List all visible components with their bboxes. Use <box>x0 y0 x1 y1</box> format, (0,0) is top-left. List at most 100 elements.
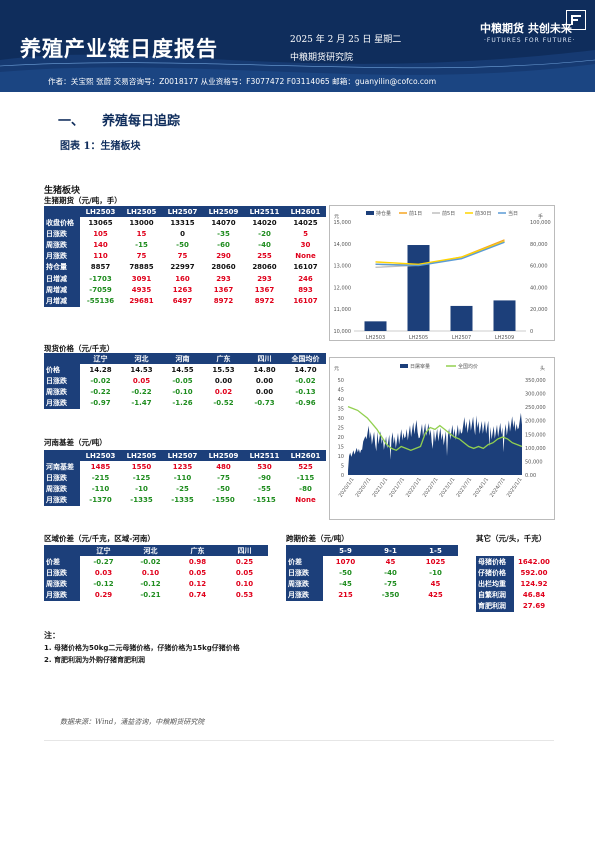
futures-cell: 13315 <box>170 218 195 227</box>
futures-chart: 元 手 10,000 11,000 12,000 13,000 14,000 15,000 0 2… <box>334 210 551 341</box>
other-row-label: 育肥利润 <box>476 600 514 612</box>
y-left-tick: 30 <box>338 416 344 422</box>
y-right-tick: 40,000 <box>530 285 548 291</box>
region-cell: -0.27 <box>93 557 114 566</box>
futures-row: 周涨跌 140 -15 -50 -60 -40 30 <box>44 239 326 251</box>
spot-row-label: 周涨跌 <box>44 386 80 398</box>
spot-cell: -0.97 <box>90 399 111 408</box>
region-col-header: 河北 <box>127 545 174 556</box>
other-cell: 27.69 <box>522 602 546 611</box>
x-tick-label: LH2509 <box>495 335 514 341</box>
block-title: 生猪板块 <box>44 186 81 196</box>
other-row: 育肥利润 27.69 <box>476 600 554 612</box>
futures-table: LH2503 LH2505 LH2507 LH2509 LH2511 LH2601 收盘价格… <box>44 206 326 307</box>
spot-cell: 0.00 <box>255 376 274 385</box>
region-table: 辽宁 河北 广东 四川 价差 -0.27 -0.02 0.98 0.25 日涨跌 0.03 0.10 0… <box>44 545 268 601</box>
notes-heading: 注： <box>44 631 60 640</box>
x-tick-label: 2023/1/1 <box>439 477 457 499</box>
y-right-tick: 80,000 <box>530 242 548 248</box>
futures-cell: 28060 <box>252 263 277 272</box>
y-right-tick: 200,000 <box>525 419 546 425</box>
futures-cell: 0 <box>180 229 185 238</box>
basis-cell: -1515 <box>253 496 276 505</box>
basis-row: 河南基差 1485 1550 1235 480 530 525 <box>44 461 326 473</box>
futures-row: 收盘价格 13065 13000 13315 14070 14020 14025 <box>44 217 326 229</box>
other-row-label: 自繁利润 <box>476 589 514 601</box>
spread-cell: 45 <box>430 579 441 588</box>
y-right-tick: 60,000 <box>530 264 548 270</box>
spot-cell: -0.10 <box>172 387 193 396</box>
futures-row: 日涨跌 105 15 0 -35 -20 5 <box>44 228 326 240</box>
y-left-tick: 25 <box>338 426 344 432</box>
y-right-tick: 100,000 <box>525 446 546 452</box>
futures-cell: -60 <box>217 240 230 249</box>
region-subtitle: 区域价差（元/千克，区域-河南） <box>44 534 155 543</box>
other-cell: 46.84 <box>522 591 546 600</box>
basis-cell: -25 <box>176 484 189 493</box>
basis-cell: None <box>295 496 316 505</box>
x-tick-label: 2024/7/1 <box>489 477 507 499</box>
futures-row: 日增减 -1703 3091 160 293 293 246 <box>44 272 326 285</box>
section-name: 养殖每日追踪 <box>102 114 181 129</box>
spread-cell: -75 <box>384 579 397 588</box>
basis-col-header: LH2505 <box>121 450 162 461</box>
other-row-label: 出栏均重 <box>476 578 514 590</box>
spread-cell: -40 <box>384 568 397 577</box>
y-left-tick: 15,000 <box>334 220 352 226</box>
basis-col-header: LH2601 <box>285 450 326 461</box>
report-date: 2025 年 2 月 25 日 星期二 <box>290 35 402 45</box>
basis-cell: 530 <box>257 462 272 471</box>
spot-col-header: 全国均价 <box>285 353 326 364</box>
spread-col-header: 9-1 <box>368 545 413 556</box>
legend-label: 日屠宰量 <box>410 363 430 370</box>
futures-cell: -1703 <box>89 274 112 283</box>
slaughter-chart: 元 头 0 5 10 15 20 25 30 35 40 45 50 0.00 50,000 100,000 1… <box>334 363 546 499</box>
bar-open-interest <box>407 245 430 331</box>
spot-table: 辽宁 河北 河南 广东 四川 全国均价 价格 14.28 14.53 14.55 15.53 14.8… <box>44 353 326 409</box>
futures-cell: 293 <box>216 274 231 283</box>
futures-cell: 75 <box>177 252 188 261</box>
futures-row: 月涨跌 110 75 75 290 255 None <box>44 250 326 262</box>
other-cell: 124.92 <box>520 579 548 588</box>
spot-cell: 14.70 <box>294 365 317 374</box>
region-row-label: 日涨跌 <box>44 567 80 579</box>
x-tick-label: 2022/7/1 <box>422 477 440 499</box>
region-cell: 0.10 <box>235 579 254 588</box>
y-right-tick: 150,000 <box>525 432 546 438</box>
x-tick-label: LH2507 <box>452 335 471 341</box>
region-row-label: 月涨跌 <box>44 589 80 601</box>
right-unit-label: 手 <box>538 213 543 220</box>
y-right-tick: 100,000 <box>530 220 551 226</box>
futures-row-label: 持仓量 <box>44 261 80 273</box>
spread-cell: -350 <box>381 591 400 600</box>
left-unit-label: 元 <box>334 366 339 372</box>
spread-row: 价差 1070 45 1025 <box>286 556 458 568</box>
futures-cell: 29681 <box>129 296 154 305</box>
futures-row-label: 月涨跌 <box>44 250 80 262</box>
basis-cell: -90 <box>258 473 271 482</box>
basis-cell: 1235 <box>172 462 193 471</box>
basis-cell: -125 <box>132 473 151 482</box>
report-header <box>0 0 595 92</box>
other-row: 仔猪价格 592.00 <box>476 567 554 579</box>
spot-cell: 0.05 <box>132 376 151 385</box>
basis-cell: -1550 <box>212 496 235 505</box>
y-left-tick: 5 <box>341 464 344 470</box>
basis-cell: 525 <box>298 462 313 471</box>
futures-cell: 8857 <box>90 263 111 272</box>
futures-cell: 1263 <box>172 285 193 294</box>
spread-cell: 1070 <box>335 557 356 566</box>
basis-col-header: LH2503 <box>80 450 121 461</box>
region-cell: -0.02 <box>140 557 161 566</box>
region-row-label: 价差 <box>44 556 80 568</box>
section-number: 一、 <box>58 114 85 129</box>
y-right-tick: 20,000 <box>530 307 548 313</box>
spot-cell: 0.00 <box>255 387 274 396</box>
futures-cell: 8972 <box>254 296 275 305</box>
spot-cell: -0.02 <box>295 376 316 385</box>
basis-header-row: LH2503 LH2505 LH2507 LH2509 LH2511 LH2601 <box>44 450 326 461</box>
legend-label: 前30日 <box>475 210 491 217</box>
note-item-2: 2. 育肥利润为外购仔猪育肥利润 <box>44 656 145 664</box>
futures-cell: 5 <box>303 229 308 238</box>
spot-cell: -0.05 <box>172 376 193 385</box>
